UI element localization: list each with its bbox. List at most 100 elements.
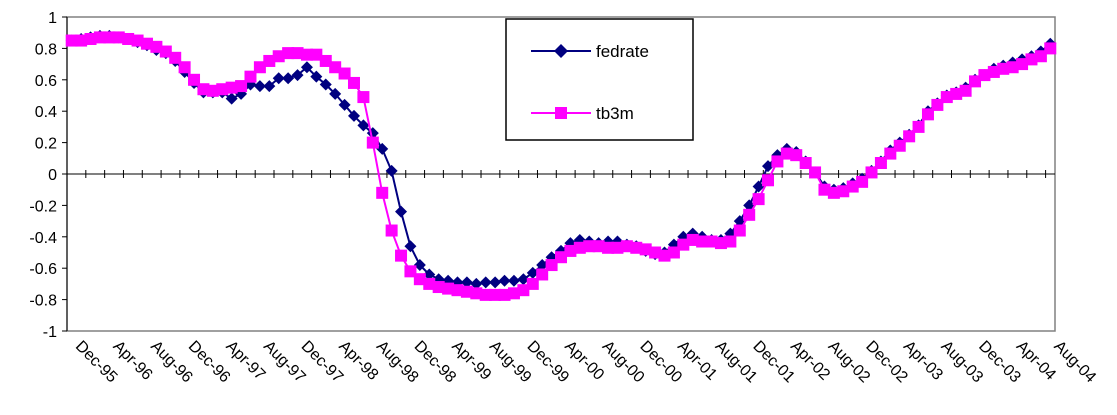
series-layer xyxy=(65,29,1057,301)
data-point-tb3m xyxy=(969,75,982,88)
data-point-tb3m xyxy=(188,73,201,86)
data-point-fedrate xyxy=(366,127,379,140)
data-point-fedrate xyxy=(310,70,323,83)
data-point-fedrate xyxy=(385,164,398,177)
data-point-tb3m xyxy=(940,91,953,104)
data-point-tb3m xyxy=(893,139,906,152)
y-tick-label: 0.8 xyxy=(35,41,57,58)
legend-tb3m-marker xyxy=(555,107,567,119)
data-point-fedrate xyxy=(489,276,502,289)
data-point-fedrate xyxy=(319,78,332,91)
data-point-tb3m xyxy=(846,180,859,193)
data-point-tb3m xyxy=(884,147,897,160)
data-point-tb3m xyxy=(470,287,483,300)
data-point-tb3m xyxy=(263,54,276,67)
data-point-tb3m xyxy=(865,166,878,179)
data-point-tb3m xyxy=(300,48,313,61)
data-point-tb3m xyxy=(959,84,972,97)
data-point-tb3m xyxy=(159,45,172,58)
data-point-fedrate xyxy=(357,119,370,132)
data-point-tb3m xyxy=(602,241,615,254)
data-point-tb3m xyxy=(225,81,238,94)
data-point-tb3m xyxy=(1034,50,1047,63)
data-point-tb3m xyxy=(253,61,266,74)
data-point-fedrate xyxy=(479,276,492,289)
data-point-tb3m xyxy=(122,32,135,45)
data-point-tb3m xyxy=(395,249,408,262)
data-point-tb3m xyxy=(329,61,342,74)
y-tick-label: 0.4 xyxy=(35,104,57,121)
data-point-tb3m xyxy=(639,243,652,256)
data-point-tb3m xyxy=(169,51,182,64)
data-point-fedrate xyxy=(404,240,417,253)
data-point-tb3m xyxy=(413,273,426,286)
data-point-tb3m xyxy=(752,193,765,206)
data-point-tb3m xyxy=(178,61,191,74)
data-point-tb3m xyxy=(347,76,360,89)
legend-box xyxy=(505,18,694,141)
data-point-tb3m xyxy=(743,208,756,221)
data-point-fedrate xyxy=(470,277,483,290)
data-point-fedrate xyxy=(762,160,775,173)
y-tick-label: 0 xyxy=(48,167,57,184)
data-point-tb3m xyxy=(272,50,285,63)
data-point-tb3m xyxy=(856,175,869,188)
data-point-fedrate xyxy=(498,274,511,287)
series-tb3m xyxy=(65,31,1057,301)
data-point-tb3m xyxy=(1006,61,1019,74)
data-point-tb3m xyxy=(235,80,248,93)
y-tick-label: -0.4 xyxy=(29,230,57,247)
data-point-tb3m xyxy=(912,120,925,133)
data-point-tb3m xyxy=(451,284,464,297)
data-point-tb3m xyxy=(762,174,775,187)
data-point-tb3m xyxy=(997,62,1010,75)
data-point-tb3m xyxy=(282,47,295,60)
data-point-fedrate xyxy=(282,72,295,85)
data-point-fedrate xyxy=(536,259,549,272)
data-point-fedrate xyxy=(347,109,360,122)
data-point-tb3m xyxy=(432,281,445,294)
data-point-tb3m xyxy=(649,246,662,259)
data-point-tb3m xyxy=(837,185,850,198)
data-point-fedrate xyxy=(526,266,539,279)
data-point-tb3m xyxy=(714,237,727,250)
data-point-fedrate xyxy=(291,69,304,82)
data-point-fedrate xyxy=(253,80,266,93)
y-tick-label: -1 xyxy=(43,324,57,341)
data-point-tb3m xyxy=(724,235,737,248)
legend-tb3m-label: tb3m xyxy=(596,104,634,123)
data-point-tb3m xyxy=(592,240,605,253)
data-point-tb3m xyxy=(206,84,219,97)
data-point-tb3m xyxy=(677,238,690,251)
data-point-tb3m xyxy=(75,34,88,47)
data-point-tb3m xyxy=(140,37,153,50)
data-point-tb3m xyxy=(658,249,671,262)
data-point-tb3m xyxy=(809,166,822,179)
data-point-tb3m xyxy=(1044,42,1057,55)
data-point-fedrate xyxy=(460,276,473,289)
data-point-fedrate xyxy=(423,268,436,281)
data-point-tb3m xyxy=(1025,53,1038,66)
data-point-tb3m xyxy=(291,47,304,60)
data-point-tb3m xyxy=(338,67,351,80)
data-point-tb3m xyxy=(931,98,944,111)
y-tick-label: -0.2 xyxy=(29,198,57,215)
data-point-tb3m xyxy=(555,251,567,264)
data-point-tb3m xyxy=(479,288,492,301)
data-point-tb3m xyxy=(131,34,144,47)
data-point-tb3m xyxy=(150,40,163,53)
data-point-tb3m xyxy=(686,233,699,246)
data-point-tb3m xyxy=(376,186,389,199)
data-point-tb3m xyxy=(921,108,934,121)
data-point-tb3m xyxy=(790,149,803,162)
y-tick-label: 1 xyxy=(48,10,57,27)
data-point-fedrate xyxy=(752,180,765,193)
data-point-tb3m xyxy=(103,31,116,44)
data-point-fedrate xyxy=(395,205,408,218)
data-point-tb3m xyxy=(733,224,746,237)
data-point-tb3m xyxy=(978,69,991,82)
x-tick-label: Aug-04 xyxy=(1050,338,1099,387)
y-tick-label: -0.6 xyxy=(29,261,57,278)
data-point-fedrate xyxy=(272,72,285,85)
